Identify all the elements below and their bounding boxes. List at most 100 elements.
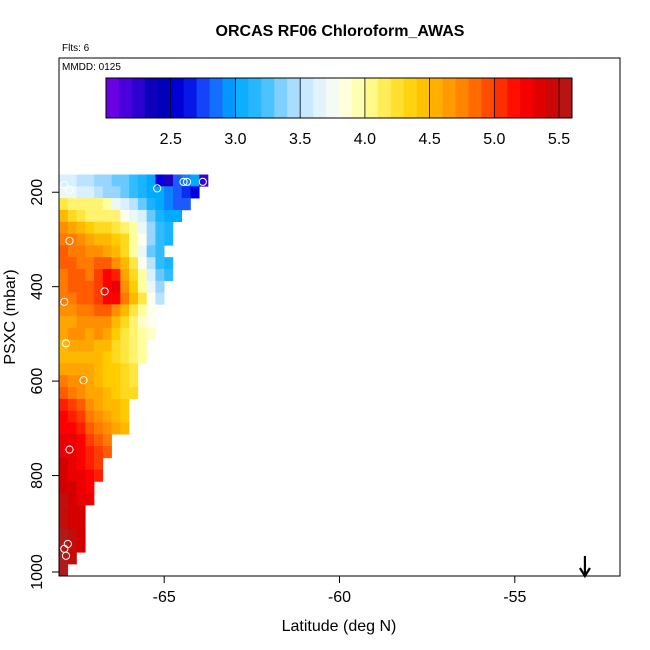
colorbar-segment (106, 78, 120, 118)
heatmap-cell (102, 268, 112, 282)
heatmap-cell (137, 268, 147, 282)
heatmap-cell (76, 186, 86, 199)
heatmap-cell (172, 186, 183, 199)
heatmap-cell (94, 233, 104, 246)
heatmap-cell (76, 316, 86, 329)
heatmap-cells (59, 174, 209, 577)
heatmap-cell (137, 245, 147, 258)
heatmap-cell (111, 410, 121, 423)
heatmap-cell (67, 304, 77, 317)
heatmap-cell (76, 422, 86, 435)
heatmap-cell (111, 339, 121, 352)
heatmap-cell (137, 233, 147, 246)
heatmap-cell (155, 257, 165, 270)
heatmap-cell (102, 351, 112, 364)
heatmap-cell (59, 540, 69, 553)
heatmap-cell (94, 257, 104, 270)
heatmap-cell (102, 387, 112, 400)
colorbar-segment (261, 78, 275, 118)
heatmap-cell (102, 233, 112, 246)
heatmap-cell (67, 516, 77, 529)
heatmap-cell (102, 316, 112, 329)
heatmap-cell (111, 174, 121, 187)
colorbar-segment (157, 78, 172, 118)
heatmap-cell (172, 198, 183, 211)
heatmap-cell (181, 174, 191, 187)
heatmap-cell (67, 398, 77, 411)
heatmap-cell (59, 351, 69, 364)
heatmap-cell (102, 186, 112, 199)
heatmap-cell (137, 339, 147, 352)
y-tick-label: 400 (29, 273, 46, 300)
heatmap-cell (94, 469, 104, 482)
heatmap-cell (164, 174, 174, 187)
colorbar-segment (455, 78, 469, 118)
heatmap-cell (120, 351, 130, 364)
observation-point (198, 177, 207, 186)
heatmap-cell (85, 292, 95, 305)
arrow-marker (579, 556, 591, 579)
colorbar-tick-label: 3.5 (289, 131, 311, 148)
heatmap-cell (120, 422, 130, 435)
heatmap-cell (67, 198, 77, 211)
heatmap-cell (111, 221, 121, 234)
heatmap-cell (76, 198, 86, 211)
heatmap-cell (85, 351, 95, 364)
heatmap-cell (120, 316, 130, 329)
heatmap-cell (129, 233, 139, 246)
heatmap-cell (85, 280, 95, 293)
observation-point (65, 236, 74, 245)
heatmap-cell (59, 410, 69, 423)
heatmap-cell (59, 434, 69, 447)
heatmap-cell (199, 174, 209, 187)
heatmap-cell (111, 316, 121, 329)
heatmap-cell (76, 245, 86, 258)
heatmap-cell (102, 327, 112, 341)
heatmap-cell (120, 268, 130, 282)
heatmap-cell (59, 457, 69, 470)
heatmap-cell (155, 198, 165, 211)
heatmap-cell (67, 245, 77, 258)
heatmap-cell (164, 268, 174, 282)
colorbar-tick-label: 5.5 (548, 131, 570, 148)
heatmap-cell (172, 174, 183, 187)
heatmap-cell (111, 387, 121, 400)
heatmap-cell (111, 304, 121, 317)
heatmap-cell (59, 280, 69, 293)
heatmap-cell (164, 198, 174, 211)
heatmap-cell (59, 422, 69, 435)
heatmap-cell (59, 245, 69, 258)
heatmap-cell (155, 233, 165, 246)
heatmap-cell (76, 292, 86, 305)
heatmap-cell (129, 174, 139, 187)
heatmap-cell (94, 316, 104, 329)
heatmap-cell (94, 209, 104, 223)
colorbar-segment (494, 78, 508, 118)
heatmap-cell (59, 387, 69, 400)
heatmap-cell (111, 327, 121, 341)
heatmap-cell (137, 316, 147, 329)
colorbar-segment (235, 78, 249, 118)
heatmap-cell (120, 398, 130, 411)
heatmap-cell (94, 446, 104, 459)
heatmap-cell (67, 410, 77, 423)
heatmap-cell (67, 339, 77, 352)
colorbar-segment (416, 78, 431, 118)
heatmap-cell (67, 280, 77, 293)
heatmap-cell (59, 304, 69, 317)
heatmap-cell (85, 387, 95, 400)
heatmap-cell (94, 268, 104, 282)
heatmap-cell (76, 387, 86, 400)
heatmap-cell (120, 292, 130, 305)
heatmap-cell (129, 257, 139, 270)
heatmap-cell (76, 375, 86, 388)
heatmap-cell (94, 410, 104, 423)
heatmap-cell (85, 221, 95, 234)
heatmap-cell (85, 375, 95, 388)
heatmap-cell (111, 233, 121, 246)
heatmap-cell (67, 493, 77, 506)
observation-point (60, 297, 69, 306)
heatmap-cell (155, 209, 165, 223)
heatmap-cell (85, 233, 95, 246)
